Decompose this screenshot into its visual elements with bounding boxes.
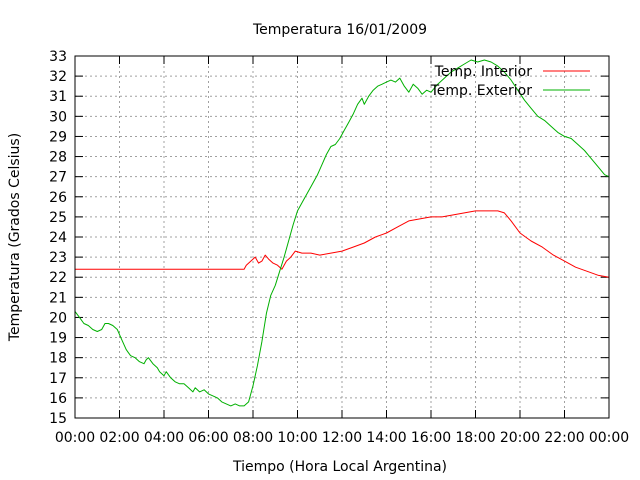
series-line-interior [75, 210, 610, 278]
y-tick-label: 31 [49, 89, 67, 105]
x-tick-label: 18:00 [455, 430, 495, 446]
legend-label: Temp. Interior [434, 64, 533, 80]
x-tick-label: 00:00 [55, 430, 95, 446]
x-tick-label: 06:00 [188, 430, 228, 446]
plot-frame [74, 55, 610, 419]
x-tick-label: 20:00 [500, 430, 540, 446]
x-tick-label: 16:00 [411, 430, 451, 446]
y-tick-label: 16 [49, 391, 67, 407]
y-tick-label: 19 [49, 331, 67, 347]
y-tick-label: 15 [49, 411, 67, 427]
x-tick-label: 00:00 [589, 430, 629, 446]
series-line-exterior [74, 59, 610, 407]
y-tick-label: 29 [49, 129, 67, 145]
y-tick-label: 24 [49, 230, 67, 246]
grid [75, 56, 609, 418]
chart-title: Temperatura 16/01/2009 [252, 22, 427, 38]
y-tick-label: 28 [49, 150, 67, 166]
x-tick-label: 10:00 [277, 430, 317, 446]
y-tick-label: 20 [49, 310, 67, 326]
y-tick-label: 23 [49, 250, 67, 266]
x-tick-label: 02:00 [99, 430, 139, 446]
x-tick-label: 12:00 [322, 430, 362, 446]
data-series [74, 59, 610, 407]
y-tick-label: 21 [49, 290, 67, 306]
x-tick-label: 22:00 [544, 430, 584, 446]
y-tick-label: 18 [49, 351, 67, 367]
y-tick-label: 25 [49, 210, 67, 226]
y-axis-label: Temperatura (Grados Celsius) [7, 133, 23, 342]
y-tick-label: 22 [49, 270, 67, 286]
x-tick-label: 04:00 [144, 430, 184, 446]
x-tick-label: 14:00 [366, 430, 406, 446]
y-tick-label: 17 [49, 371, 67, 387]
x-tick-label: 08:00 [233, 430, 273, 446]
y-tick-label: 32 [49, 69, 67, 85]
y-tick-label: 30 [49, 109, 67, 125]
y-tick-label: 26 [49, 190, 67, 206]
y-tick-label: 33 [49, 49, 67, 65]
x-axis-label: Tiempo (Hora Local Argentina) [232, 459, 447, 475]
y-tick-label: 27 [49, 170, 67, 186]
legend: Temp. Interior Temp. Exterior [430, 64, 590, 99]
legend-label: Temp. Exterior [430, 83, 533, 99]
